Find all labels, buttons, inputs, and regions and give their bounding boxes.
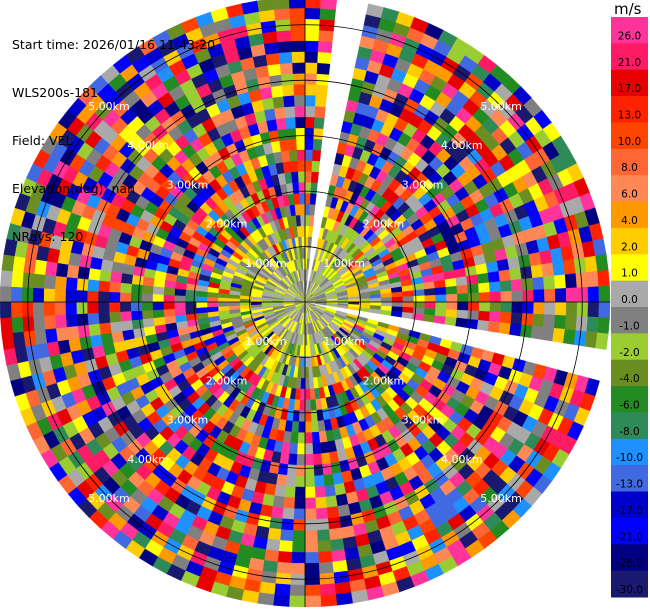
colorbar-tick-label: -1.0 bbox=[619, 320, 640, 332]
colorbar-tick-label: 10.0 bbox=[618, 136, 641, 148]
colorbar-tick-label: -17.0 bbox=[616, 505, 643, 517]
colorbar-tick-label: -8.0 bbox=[619, 426, 640, 438]
colorbar-tick-label: 13.0 bbox=[618, 110, 641, 122]
colorbar-tick-label: 4.0 bbox=[621, 215, 638, 227]
colorbar-tick-label: -6.0 bbox=[619, 400, 640, 412]
colorbar-tick-label: -21.0 bbox=[616, 531, 643, 543]
colorbar-tick-label: 21.0 bbox=[618, 57, 641, 69]
velocity-cell bbox=[320, 0, 337, 10]
colorbar-tick-label: -26.0 bbox=[616, 558, 643, 570]
colorbar-tick-label: -4.0 bbox=[619, 373, 640, 385]
colorbar-tick-label: 2.0 bbox=[621, 241, 638, 253]
colorbar-tick-label: 1.0 bbox=[621, 268, 638, 280]
colorbar-tick-label: 26.0 bbox=[618, 30, 641, 42]
velocity-cells bbox=[0, 0, 611, 608]
colorbar-tick-label: -2.0 bbox=[619, 347, 640, 359]
colorbar-tick-label: 6.0 bbox=[621, 189, 638, 201]
colorbar-tick-label: 0.0 bbox=[621, 294, 638, 306]
colorbar-tick-label: 17.0 bbox=[618, 83, 641, 95]
colorbar-tick-label: -10.0 bbox=[616, 452, 643, 464]
colorbar-tick-label: 8.0 bbox=[621, 162, 638, 174]
colorbar-tick-label: -13.0 bbox=[616, 479, 643, 491]
colorbar-tick-label: -30.0 bbox=[616, 584, 643, 596]
velocity-cell bbox=[595, 332, 609, 350]
